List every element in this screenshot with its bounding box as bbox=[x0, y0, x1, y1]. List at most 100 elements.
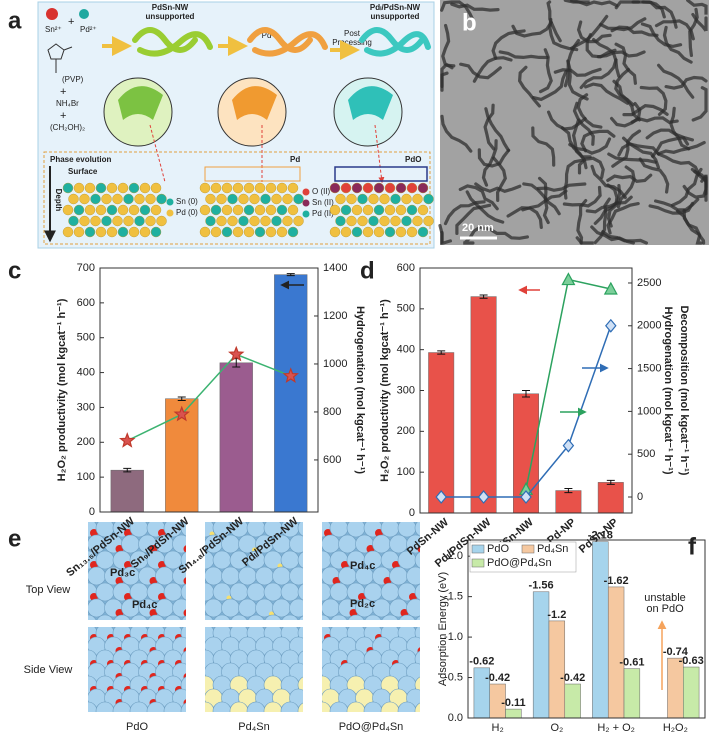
nanowire-texture bbox=[596, 50, 646, 59]
site-label: Pd₄c bbox=[350, 560, 375, 572]
bar bbox=[548, 620, 566, 719]
atom bbox=[335, 215, 346, 227]
atom bbox=[265, 204, 277, 216]
y2-axis-title: Decomposition (mol kgcat⁻¹ h⁻¹) bbox=[678, 306, 690, 476]
atom bbox=[199, 182, 211, 194]
y2-axis-title: Hydrogenation (mol kgcat⁻¹ h⁻¹) bbox=[354, 306, 366, 474]
site-label: Pd₃c bbox=[110, 567, 135, 579]
y-tick-label: -1.0 bbox=[444, 631, 463, 643]
atom bbox=[307, 535, 325, 553]
column-label: PdO@Pd₄Sn bbox=[339, 721, 404, 733]
nanowire-texture bbox=[548, 17, 579, 52]
y-tick-label: 200 bbox=[77, 436, 95, 448]
atom bbox=[106, 204, 118, 216]
nanowire bbox=[359, 27, 431, 57]
atom bbox=[79, 193, 90, 205]
nanowire-texture bbox=[606, 173, 653, 183]
atom bbox=[232, 182, 244, 194]
panel-a: Sn²⁺ + Pd²⁺ (PVP) + NH₄Br + (CH₂OH)₂ PdS… bbox=[37, 1, 435, 249]
nanowire-texture bbox=[622, 136, 660, 169]
atom bbox=[406, 182, 418, 194]
atom bbox=[289, 566, 303, 586]
data-label: -0.11 bbox=[501, 697, 525, 709]
nanowire-texture bbox=[611, 129, 642, 168]
atom bbox=[139, 182, 151, 194]
model-image bbox=[322, 627, 434, 712]
nanowire-texture bbox=[563, 0, 590, 4]
atom bbox=[362, 204, 374, 216]
atom bbox=[329, 182, 341, 194]
bar bbox=[219, 362, 253, 513]
nanowire-texture bbox=[576, 93, 603, 129]
atom bbox=[307, 689, 325, 707]
atom bbox=[260, 215, 271, 227]
atom bbox=[297, 702, 303, 712]
nanowire-texture bbox=[458, 184, 499, 211]
plot-frame bbox=[467, 539, 706, 719]
nanowire-texture bbox=[440, 63, 456, 92]
error-bar bbox=[564, 488, 573, 494]
nanowire-texture bbox=[465, 190, 505, 224]
atom bbox=[281, 614, 299, 620]
atom bbox=[271, 193, 282, 205]
atom bbox=[95, 182, 107, 194]
atom bbox=[246, 522, 266, 538]
atom bbox=[243, 204, 255, 216]
atom bbox=[346, 701, 366, 712]
atom bbox=[346, 522, 366, 538]
atom bbox=[229, 582, 249, 602]
o-atom bbox=[426, 634, 434, 642]
marker bbox=[477, 490, 490, 504]
data-label: -0.74 bbox=[663, 646, 689, 658]
legend-label: O (II) bbox=[312, 187, 331, 196]
x-tick-label: H₂ + O₂ bbox=[597, 722, 635, 734]
legend-label: Sn (II) bbox=[312, 198, 334, 207]
stage-label: Pdₗ/PdSn-NW bbox=[370, 3, 421, 12]
atom bbox=[423, 215, 434, 227]
precursor: (CH₂OH)₂ bbox=[50, 123, 85, 132]
marker bbox=[282, 367, 299, 383]
data-label: -1.62 bbox=[604, 575, 629, 587]
panel-b bbox=[438, 0, 709, 245]
wire-section bbox=[118, 86, 163, 120]
pdo-layer-box bbox=[334, 166, 428, 182]
atom bbox=[414, 583, 420, 601]
nanowire-texture bbox=[483, 103, 496, 151]
atom bbox=[249, 193, 260, 205]
atom bbox=[380, 701, 400, 712]
y2-tick-label: 500 bbox=[637, 448, 655, 460]
atom bbox=[380, 522, 400, 538]
atom bbox=[260, 193, 271, 205]
atom bbox=[373, 182, 385, 194]
atom bbox=[216, 193, 227, 205]
atom bbox=[128, 204, 140, 216]
nanowire-texture bbox=[440, 114, 473, 153]
atom bbox=[276, 182, 288, 194]
nanowire-texture bbox=[531, 69, 568, 102]
plot-frame bbox=[419, 267, 633, 514]
nanowire-texture bbox=[480, 226, 529, 240]
atom bbox=[90, 215, 101, 227]
panel-label: a bbox=[8, 7, 22, 34]
legend-dot bbox=[166, 209, 174, 217]
atom bbox=[95, 701, 115, 712]
x-tick-label: H₂ bbox=[492, 722, 504, 734]
atom bbox=[389, 566, 408, 586]
nanowire-texture bbox=[690, 167, 708, 188]
panel-label: c bbox=[8, 257, 21, 284]
atom bbox=[287, 182, 299, 194]
atom bbox=[307, 599, 325, 617]
nanowire-texture bbox=[522, 182, 561, 216]
nanowire-texture bbox=[631, 0, 666, 19]
pd-ion bbox=[79, 9, 89, 19]
atom bbox=[415, 615, 420, 620]
y-tick-label: 300 bbox=[77, 401, 95, 413]
y2-tick-label: 2500 bbox=[637, 277, 661, 289]
y-tick-label: 600 bbox=[77, 297, 95, 309]
atom bbox=[155, 566, 174, 586]
nanowire bbox=[132, 27, 213, 57]
nanowire-texture bbox=[617, 142, 660, 157]
error-bar bbox=[479, 294, 488, 299]
atom bbox=[199, 226, 211, 238]
atom bbox=[263, 701, 283, 712]
